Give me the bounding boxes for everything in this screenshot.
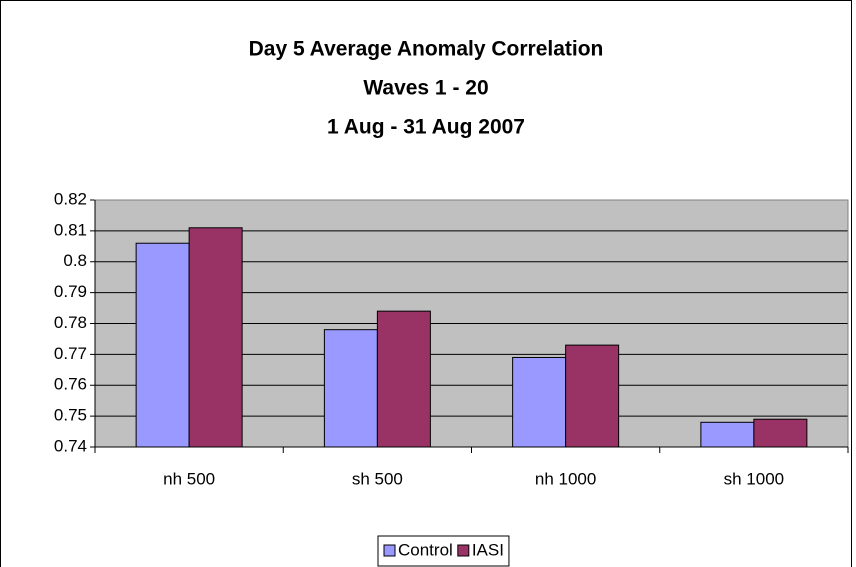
legend-label: Control [398,540,453,559]
x-tick-label: nh 1000 [535,469,596,488]
bar [376,310,431,448]
x-tick-label: sh 1000 [724,469,785,488]
y-tick-label: 0.81 [54,220,87,239]
x-tick-label: sh 500 [352,469,403,488]
bar [323,329,378,448]
legend-box [377,535,510,567]
bar [512,356,567,448]
y-tick-label: 0.79 [54,282,87,301]
y-tick-label: 0.82 [54,189,87,208]
y-tick-label: 0.74 [54,436,87,455]
bar [700,421,755,448]
y-tick-label: 0.78 [54,313,87,332]
y-tick-label: 0.77 [54,344,87,363]
legend-label: IASI [472,540,504,559]
chart-title: Waves 1 - 20 [363,77,488,100]
chart-title: Day 5 Average Anomaly Correlation [249,38,604,61]
bar [188,227,243,448]
legend-swatch [383,544,396,557]
legend-swatch [457,544,470,557]
y-tick-label: 0.8 [63,251,87,270]
y-tick-label: 0.75 [54,406,87,425]
y-tick-label: 0.76 [54,375,87,394]
bar [135,242,190,448]
x-tick-label: nh 500 [163,469,215,488]
chart-title: 1 Aug - 31 Aug 2007 [327,116,525,139]
bar [753,418,808,448]
bar [565,344,620,448]
